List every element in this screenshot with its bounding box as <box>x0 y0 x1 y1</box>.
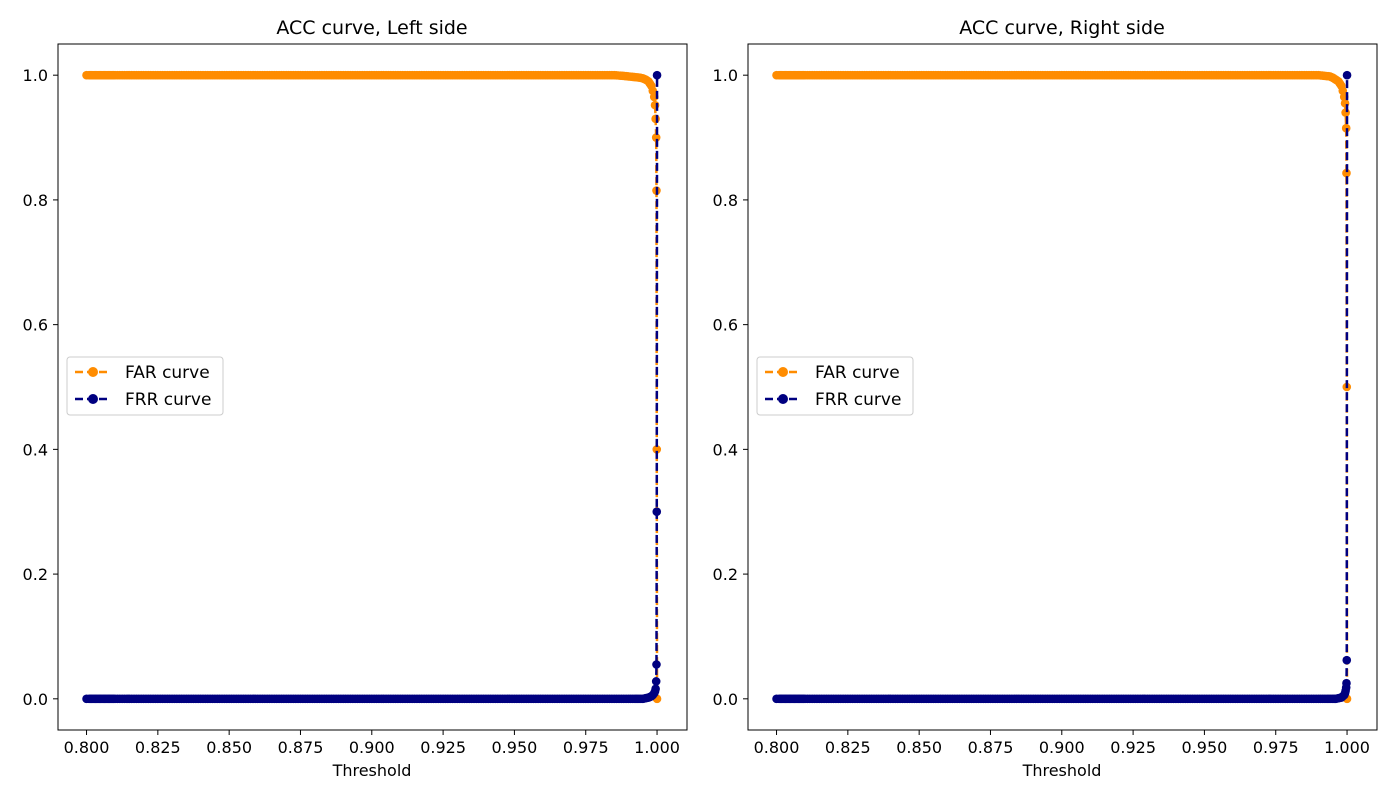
legend-marker-far <box>778 367 788 377</box>
legend-label-frr: FRR curve <box>815 390 901 410</box>
x-tick-label: 0.900 <box>1039 738 1085 757</box>
series-frr-curve <box>772 70 1352 704</box>
series-line <box>776 73 1349 699</box>
data-point <box>652 660 661 669</box>
x-tick-label: 0.950 <box>492 738 538 757</box>
chart-right: ACC curve, Right side Threshold 0.800 0.8… <box>713 17 1378 780</box>
y-tick-label: 1.0 <box>23 66 48 85</box>
x-tick-label: 0.800 <box>64 738 110 757</box>
axes-frame <box>57 43 688 731</box>
data-point <box>652 70 662 80</box>
chart-left: ACC curve, Left side Threshold 0.800 0.82… <box>23 17 688 780</box>
axes-frame <box>747 43 1378 731</box>
plot-area: 0.800 0.825 0.850 0.875 0.900 0.925 0.950 0.975… <box>713 43 1378 757</box>
x-tick-label: 1.000 <box>634 738 680 757</box>
legend-marker-far <box>88 367 98 377</box>
x-tick-label: 0.900 <box>349 738 395 757</box>
y-tick-label: 0.6 <box>713 316 738 335</box>
x-tick-label: 0.850 <box>896 738 942 757</box>
x-tick-label: 0.975 <box>563 738 609 757</box>
legend-label-frr: FRR curve <box>125 390 211 410</box>
y-tick-label: 0.2 <box>713 565 738 584</box>
y-tick-label: 0.2 <box>23 565 48 584</box>
y-tick-label: 0.4 <box>713 440 738 459</box>
x-tick-label: 0.950 <box>1182 738 1228 757</box>
x-tick-label: 0.925 <box>420 738 466 757</box>
x-axis-label: Threshold <box>1022 761 1102 780</box>
data-point <box>651 133 661 142</box>
y-tick-label: 0.8 <box>23 191 48 210</box>
data-point <box>652 445 662 454</box>
x-tick-label: 0.875 <box>278 738 324 757</box>
series-line <box>776 75 1349 701</box>
x-tick-label: 1.000 <box>1324 738 1370 757</box>
y-tick-label: 0.0 <box>23 690 48 709</box>
x-tick-label: 0.925 <box>1110 738 1156 757</box>
chart-title: ACC curve, Right side <box>959 17 1165 39</box>
series-line <box>86 75 659 701</box>
y-tick-label: 0.4 <box>23 440 48 459</box>
legend-marker-frr <box>88 394 98 404</box>
x-tick-label: 0.975 <box>1253 738 1299 757</box>
x-tick-label: 0.825 <box>825 738 871 757</box>
legend: FAR curve FRR curve <box>66 356 224 416</box>
legend-label-far: FAR curve <box>815 363 900 383</box>
legend: FAR curve FRR curve <box>756 356 914 416</box>
x-tick-label: 0.825 <box>135 738 181 757</box>
series-line <box>86 73 659 699</box>
plot-area: 0.800 0.825 0.850 0.875 0.900 0.925 0.950 0.975… <box>23 43 688 757</box>
x-axis-label: Threshold <box>332 761 412 780</box>
y-tick-label: 0.6 <box>23 316 48 335</box>
series-far-curve <box>82 70 662 704</box>
y-tick-label: 1.0 <box>713 66 738 85</box>
y-tick-label: 0.0 <box>713 690 738 709</box>
series-far-curve <box>772 70 1352 704</box>
chart-title: ACC curve, Left side <box>276 17 467 39</box>
x-tick-label: 0.850 <box>206 738 252 757</box>
legend-marker-frr <box>778 394 788 404</box>
series-frr-curve <box>82 70 662 704</box>
legend-label-far: FAR curve <box>125 363 210 383</box>
x-tick-label: 0.800 <box>754 738 800 757</box>
data-point <box>651 684 660 694</box>
x-tick-label: 0.875 <box>968 738 1014 757</box>
data-point <box>1342 168 1351 178</box>
y-tick-label: 0.8 <box>713 191 738 210</box>
